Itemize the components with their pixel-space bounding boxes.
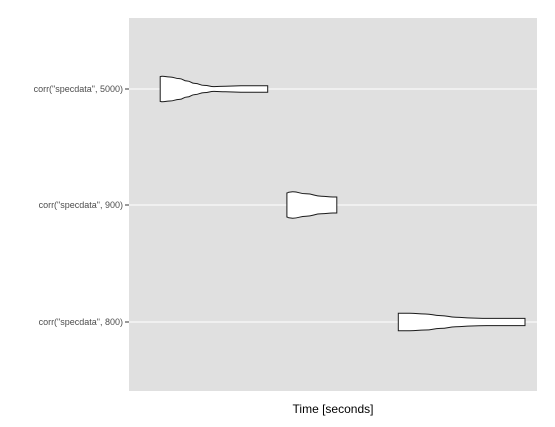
y-ticks: corr("specdata", 5000) corr("specdata", 9… xyxy=(34,84,129,327)
x-axis-title: Time [seconds] xyxy=(293,402,374,416)
violin-shape xyxy=(397,312,526,332)
violins xyxy=(159,75,526,332)
y-tick-label: corr("specdata", 800) xyxy=(39,317,123,327)
violin-shape xyxy=(159,75,269,103)
violin-shape xyxy=(286,191,338,219)
y-tick-label: corr("specdata", 900) xyxy=(39,200,123,210)
y-tick-label: corr("specdata", 5000) xyxy=(34,84,123,94)
